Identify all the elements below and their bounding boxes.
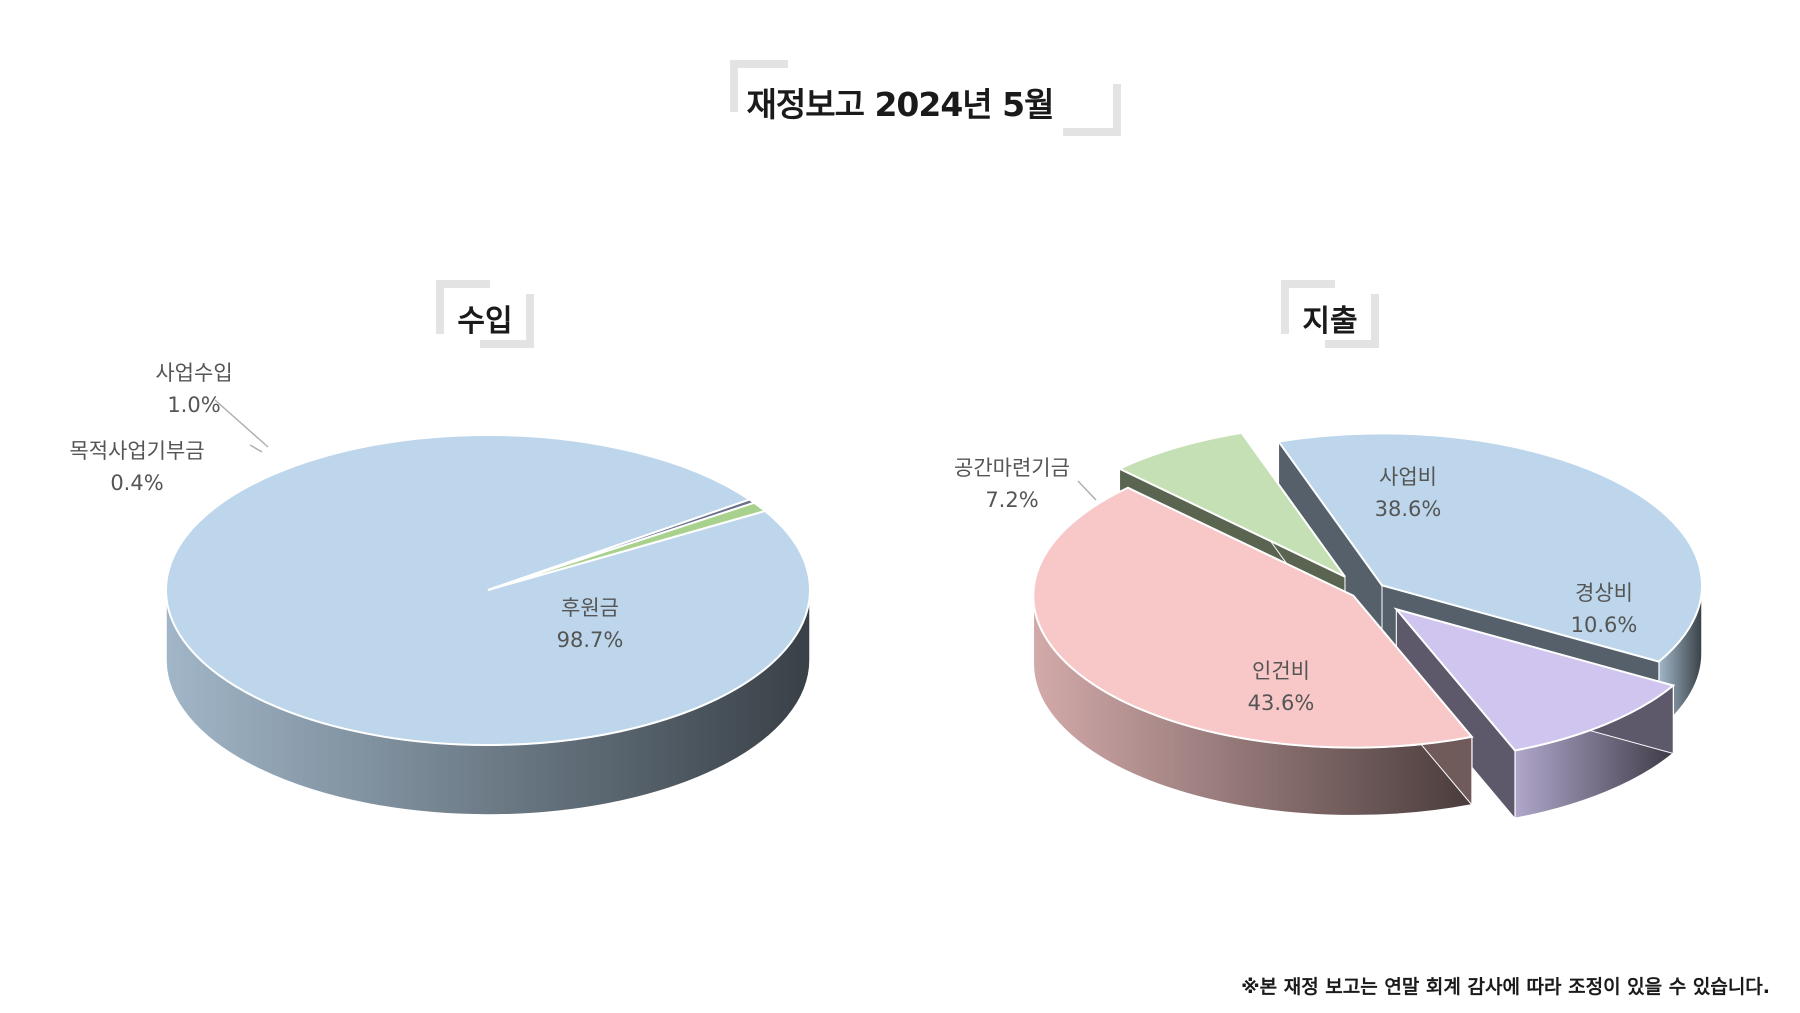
slice-2: [1393, 607, 1676, 752]
page-title: 재정보고 2024년 5월: [746, 85, 1055, 124]
pie-chart-2: 사업비 38.6% 경상비 10.6% 인건비 43.6% 공간마련기금 7.2%: [954, 431, 1703, 820]
leader-line-3: [214, 399, 269, 448]
income-chart-title: 수입: [457, 304, 513, 339]
slice-label-4: 공간마련기금: [954, 456, 1070, 480]
slice-value-3: 43.6%: [1248, 691, 1315, 715]
expense-chart-title: 지출: [1302, 304, 1358, 339]
pie-chart-1: 후원금 98.7% 목적사업기부금 0.4% 사업수입 1.0%: [69, 361, 811, 816]
slice-label-1: 사업비: [1379, 465, 1437, 489]
slice-label-1: 후원금: [561, 596, 619, 620]
slice-4: [1117, 431, 1346, 578]
slice-label-2: 목적사업기부금: [69, 439, 204, 463]
slice-value-2: 0.4%: [110, 471, 163, 495]
slice-value-1: 98.7%: [557, 628, 624, 652]
slice-label-2: 경상비: [1575, 581, 1633, 605]
slice-label-3: 인건비: [1252, 659, 1310, 683]
slice-3: [1032, 486, 1474, 749]
title-bracket-decoration: [730, 60, 1121, 136]
slice-label-3: 사업수입: [155, 361, 232, 385]
slice-1: [1276, 432, 1703, 663]
slice-value-3: 1.0%: [167, 393, 220, 417]
leader-line-4: [1077, 480, 1097, 501]
leader-line-2: [249, 444, 263, 453]
slice-value-4: 7.2%: [985, 488, 1038, 512]
slice-value-1: 38.6%: [1375, 497, 1442, 521]
footnote: ※본 재정 보고는 연말 회계 감사에 따라 조정이 있을 수 있습니다.: [1241, 976, 1770, 998]
title-area: 재정보고 2024년 5월: [0, 0, 1800, 140]
slice-value-2: 10.6%: [1571, 613, 1638, 637]
slice-3: [487, 501, 768, 591]
